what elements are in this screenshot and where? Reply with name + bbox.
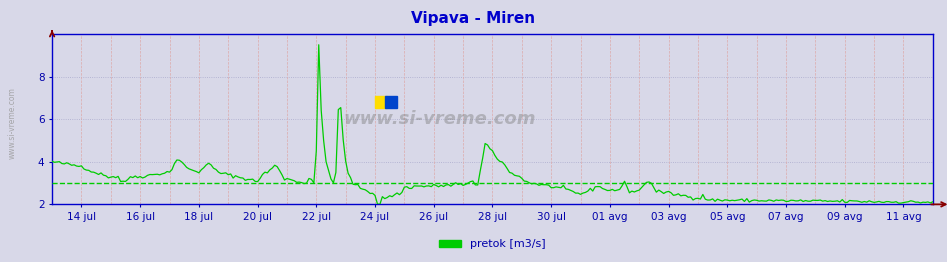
Text: www.si-vreme.com: www.si-vreme.com (8, 87, 17, 159)
Text: www.si-vreme.com: www.si-vreme.com (344, 110, 536, 128)
Legend: pretok [m3/s]: pretok [m3/s] (435, 235, 550, 254)
Text: Vipava - Miren: Vipava - Miren (411, 11, 536, 26)
